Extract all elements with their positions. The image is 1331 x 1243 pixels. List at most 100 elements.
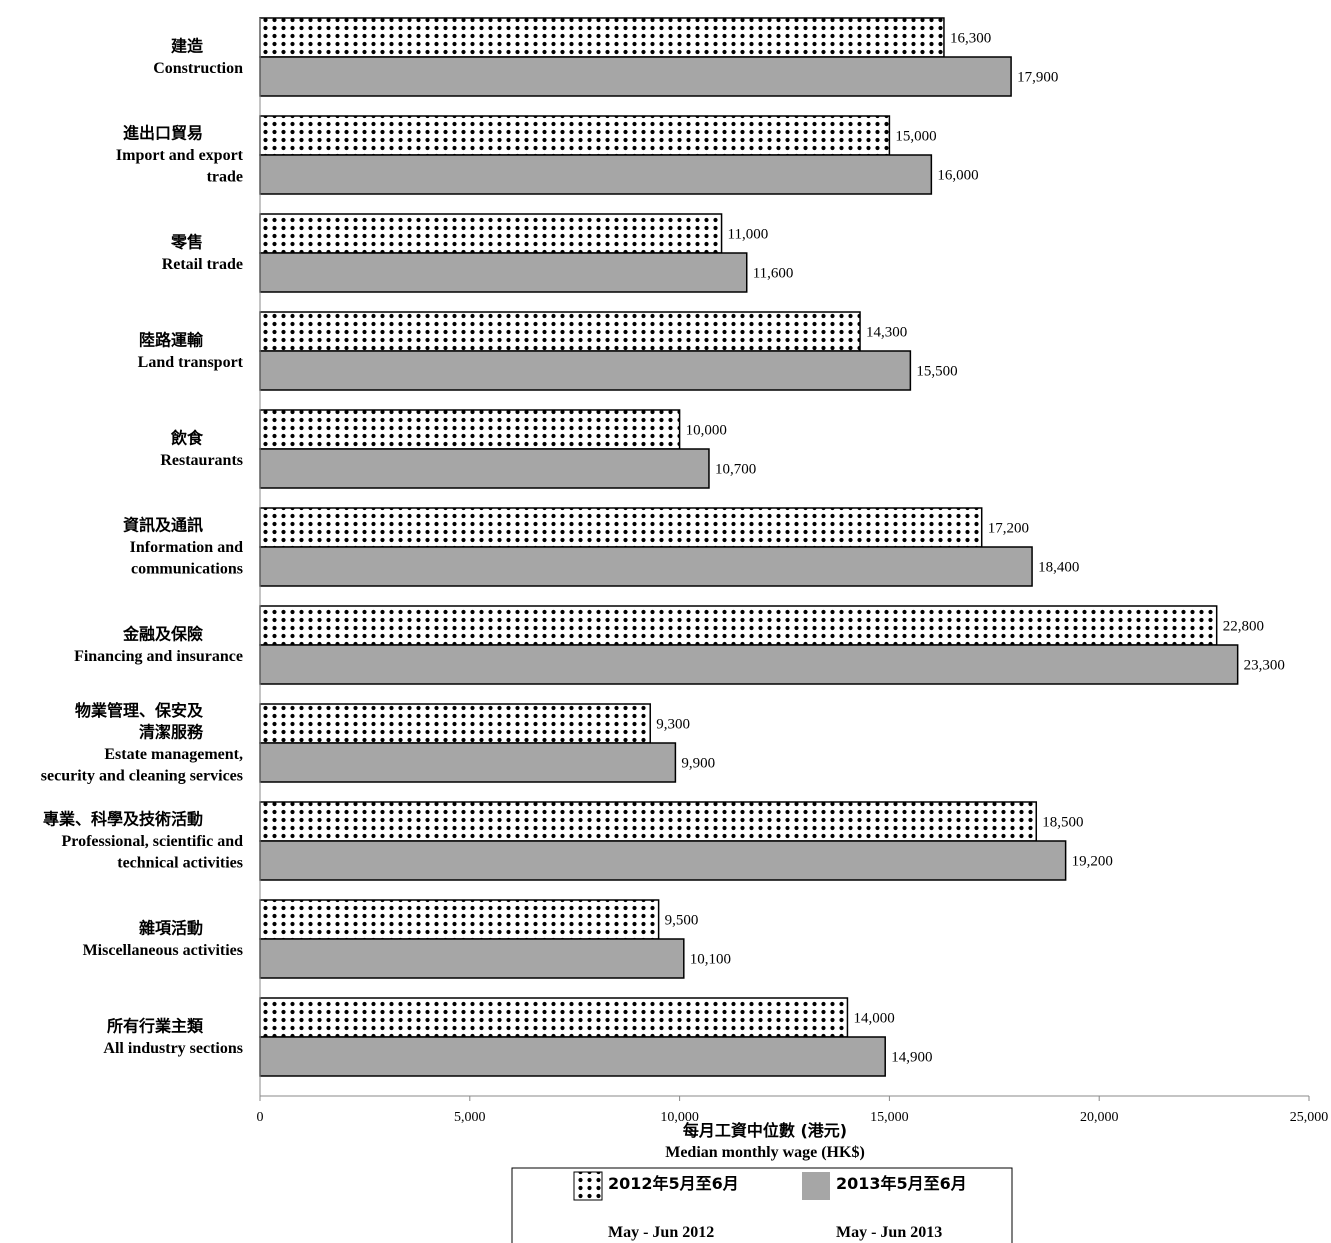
bars-layer: 16,300 17,900 15,000 16,000 11,000 11,600 14,3… [259, 17, 1285, 1077]
category-label-line: 物業管理、保安及 [75, 701, 204, 720]
value-label: 10,700 [715, 462, 756, 478]
category-label-line: Construction [153, 60, 243, 77]
bar-2013-2 [259, 252, 748, 293]
category-label: 建造 Construction [153, 36, 243, 77]
bar-2013-10 [259, 1036, 886, 1077]
legend: 2012年5月至6月 May - Jun 2012 2013年5月至6月 May - … [511, 1167, 1013, 1243]
category-label-line: 建造 [171, 36, 204, 55]
bar-2012-10 [259, 997, 849, 1038]
value-label: 10,000 [686, 423, 727, 439]
category-label-line: Estate management, [104, 746, 243, 763]
category-label-line: All industry sections [103, 1040, 243, 1057]
category-label: 飲食 Restaurants [160, 428, 243, 469]
x-axis-title-en: Median monthly wage (HK$) [665, 1144, 865, 1161]
bar-2013-0 [259, 56, 1012, 97]
x-tick-label: 5,000 [454, 1110, 486, 1125]
category-label: 所有行業主類 All industry sections [103, 1016, 243, 1057]
value-label: 16,000 [937, 168, 978, 184]
category-label-line: 專業、科學及技術活動 [43, 810, 203, 829]
bar-2012-9 [259, 899, 660, 940]
value-label: 16,300 [950, 31, 991, 47]
bar-2012-5 [259, 507, 983, 548]
bar-2013-1 [259, 154, 933, 195]
bar-2013-8 [259, 840, 1067, 881]
legend-label-en: May - Jun 2012 [608, 1224, 714, 1241]
value-label: 10,100 [690, 952, 731, 968]
category-label: 金融及保險 Financing and insurance [74, 624, 243, 665]
category-label-line: 零售 [170, 232, 203, 251]
category-label-line: Retail trade [162, 256, 243, 273]
category-label: 進出口貿易 Import and export trade [116, 124, 244, 186]
legend-label-en: May - Jun 2013 [836, 1224, 942, 1241]
category-label-line: communications [131, 561, 243, 578]
value-label: 23,300 [1244, 658, 1285, 674]
category-label-line: security and cleaning services [41, 767, 243, 784]
category-label-line: 陸路運輸 [139, 330, 204, 349]
bar-2012-6 [259, 605, 1218, 646]
value-label: 14,300 [866, 325, 907, 341]
bar-2012-7 [259, 703, 651, 744]
bar-2013-7 [259, 742, 677, 783]
value-label: 14,000 [853, 1011, 894, 1027]
category-label-line: 資訊及通訊 [123, 516, 203, 535]
value-label: 19,200 [1072, 854, 1113, 870]
category-label-line: 金融及保險 [122, 624, 203, 643]
category-labels: 建造 Construction 進出口貿易 Import and export trad… [41, 36, 244, 1057]
x-axis-title: 每月工資中位數 (港元) Median monthly wage (HK$) [665, 1121, 865, 1161]
value-label: 22,800 [1223, 619, 1264, 635]
x-tick-label: 0 [257, 1110, 264, 1125]
bar-2012-8 [259, 801, 1038, 842]
category-label: 零售 Retail trade [162, 232, 243, 273]
category-label-line: technical activities [117, 855, 243, 872]
category-label-line: 進出口貿易 [123, 124, 203, 143]
bar-2012-2 [259, 213, 723, 254]
category-label-line: Miscellaneous activities [83, 942, 243, 959]
category-label-line: 雜項活動 [139, 918, 203, 937]
x-axis: 0 5,000 10,000 15,000 20,000 25,000 [257, 18, 1328, 1125]
bar-2012-1 [259, 115, 891, 156]
category-label: 資訊及通訊 Information and communications [123, 516, 243, 578]
value-label: 9,900 [681, 756, 715, 772]
category-label-line: Land transport [138, 354, 244, 371]
category-label: 陸路運輸 Land transport [138, 330, 244, 371]
category-label: 雜項活動 Miscellaneous activities [83, 918, 243, 959]
legend-swatch-2013 [802, 1172, 830, 1200]
value-label: 11,600 [753, 266, 794, 282]
value-label: 18,500 [1042, 815, 1083, 831]
bar-2012-4 [259, 409, 681, 450]
category-label-line: Import and export [116, 147, 244, 164]
value-label: 17,200 [988, 521, 1029, 537]
category-label-line: trade [207, 169, 243, 186]
x-axis-title-zh: 每月工資中位數 (港元) [683, 1121, 847, 1140]
value-label: 17,900 [1017, 70, 1058, 86]
category-label: 專業、科學及技術活動 Professional, scientific and te… [43, 810, 243, 872]
value-label: 15,500 [916, 364, 957, 380]
value-label: 9,500 [665, 913, 699, 929]
x-tick-label: 15,000 [870, 1110, 909, 1125]
category-label-line: 所有行業主類 [107, 1016, 204, 1035]
value-label: 11,000 [728, 227, 769, 243]
x-tick-label: 10,000 [660, 1110, 699, 1125]
legend-label-zh: 2013年5月至6月 [836, 1174, 967, 1193]
legend-swatch-2012 [573, 1171, 603, 1201]
bar-2013-3 [259, 350, 912, 391]
bar-2013-4 [259, 448, 710, 489]
x-tick-label: 20,000 [1080, 1110, 1119, 1125]
category-label-line: Financing and insurance [74, 648, 243, 665]
value-label: 14,900 [891, 1050, 932, 1066]
legend-label-zh: 2012年5月至6月 [608, 1174, 739, 1193]
value-label: 9,300 [656, 717, 690, 733]
value-label: 18,400 [1038, 560, 1079, 576]
category-label-line: Professional, scientific and [62, 833, 244, 850]
bar-2013-5 [259, 546, 1033, 587]
category-label-line: Restaurants [160, 452, 243, 469]
category-label-line: Information and [130, 539, 243, 556]
bar-2013-6 [259, 644, 1239, 685]
bar-2013-9 [259, 938, 685, 979]
bar-2012-3 [259, 311, 861, 352]
value-label: 15,000 [895, 129, 936, 145]
category-label-line: 清潔服務 [139, 722, 204, 741]
category-label-line: 飲食 [170, 428, 204, 447]
